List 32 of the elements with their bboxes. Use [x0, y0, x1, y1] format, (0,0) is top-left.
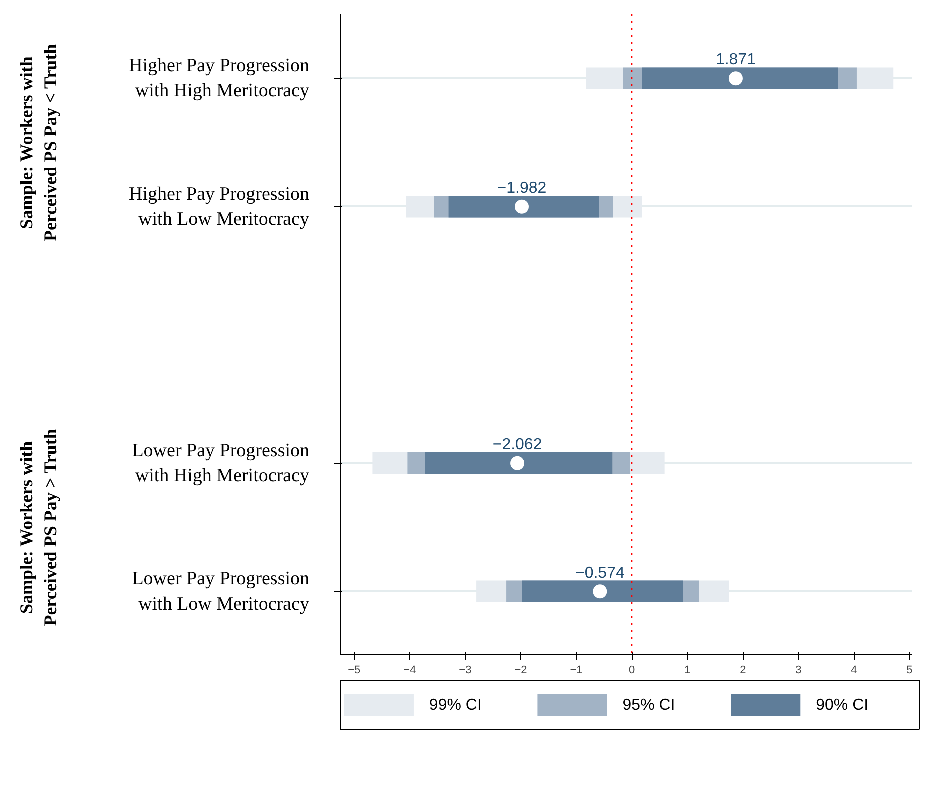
- y-tick-label: Lower Pay Progression with Low Meritocracy: [132, 568, 310, 615]
- point: [593, 584, 608, 599]
- y-tick-label: Lower Pay Progression with High Meritocracy: [132, 440, 310, 486]
- x-tick-label: 0: [628, 664, 636, 676]
- y-tick-label: Higher Pay Progression with Low Meritocracy: [129, 184, 310, 230]
- x-tick-label: −2: [514, 664, 528, 676]
- x-tick-label: 5: [906, 664, 913, 676]
- text: Sample: Workers with Perceived PS Pay < Truth: [16, 44, 60, 242]
- legend-label: 95% CI: [622, 697, 676, 714]
- x-tick-label: 1: [684, 664, 691, 676]
- x-tick-label: −1: [570, 664, 583, 676]
- bar: [425, 452, 613, 474]
- data-label: −0.574: [575, 564, 625, 582]
- x-tick-label: −5: [348, 664, 361, 676]
- legend-label: 90% CI: [816, 697, 869, 714]
- data-label: 1.871: [716, 52, 756, 69]
- data-label: −1.982: [497, 180, 547, 197]
- x-tick-label: 2: [740, 664, 746, 676]
- data-label: −2.062: [492, 436, 542, 454]
- point: [510, 456, 525, 470]
- point: [728, 72, 743, 86]
- x-tick-label: −4: [404, 664, 416, 676]
- bar: [448, 196, 600, 218]
- legend-label: 99% CI: [429, 697, 482, 714]
- x-tick-label: −3: [459, 664, 472, 676]
- bar: [642, 68, 838, 90]
- point: [514, 200, 529, 214]
- text: Sample: Workers with Perceived PS Pay > Truth: [16, 429, 60, 626]
- x-tick-label: 3: [796, 664, 802, 676]
- bar: [522, 580, 684, 603]
- x-tick-label: 4: [851, 664, 858, 676]
- y-tick-label: Higher Pay Progression with High Meritocracy: [129, 56, 310, 102]
